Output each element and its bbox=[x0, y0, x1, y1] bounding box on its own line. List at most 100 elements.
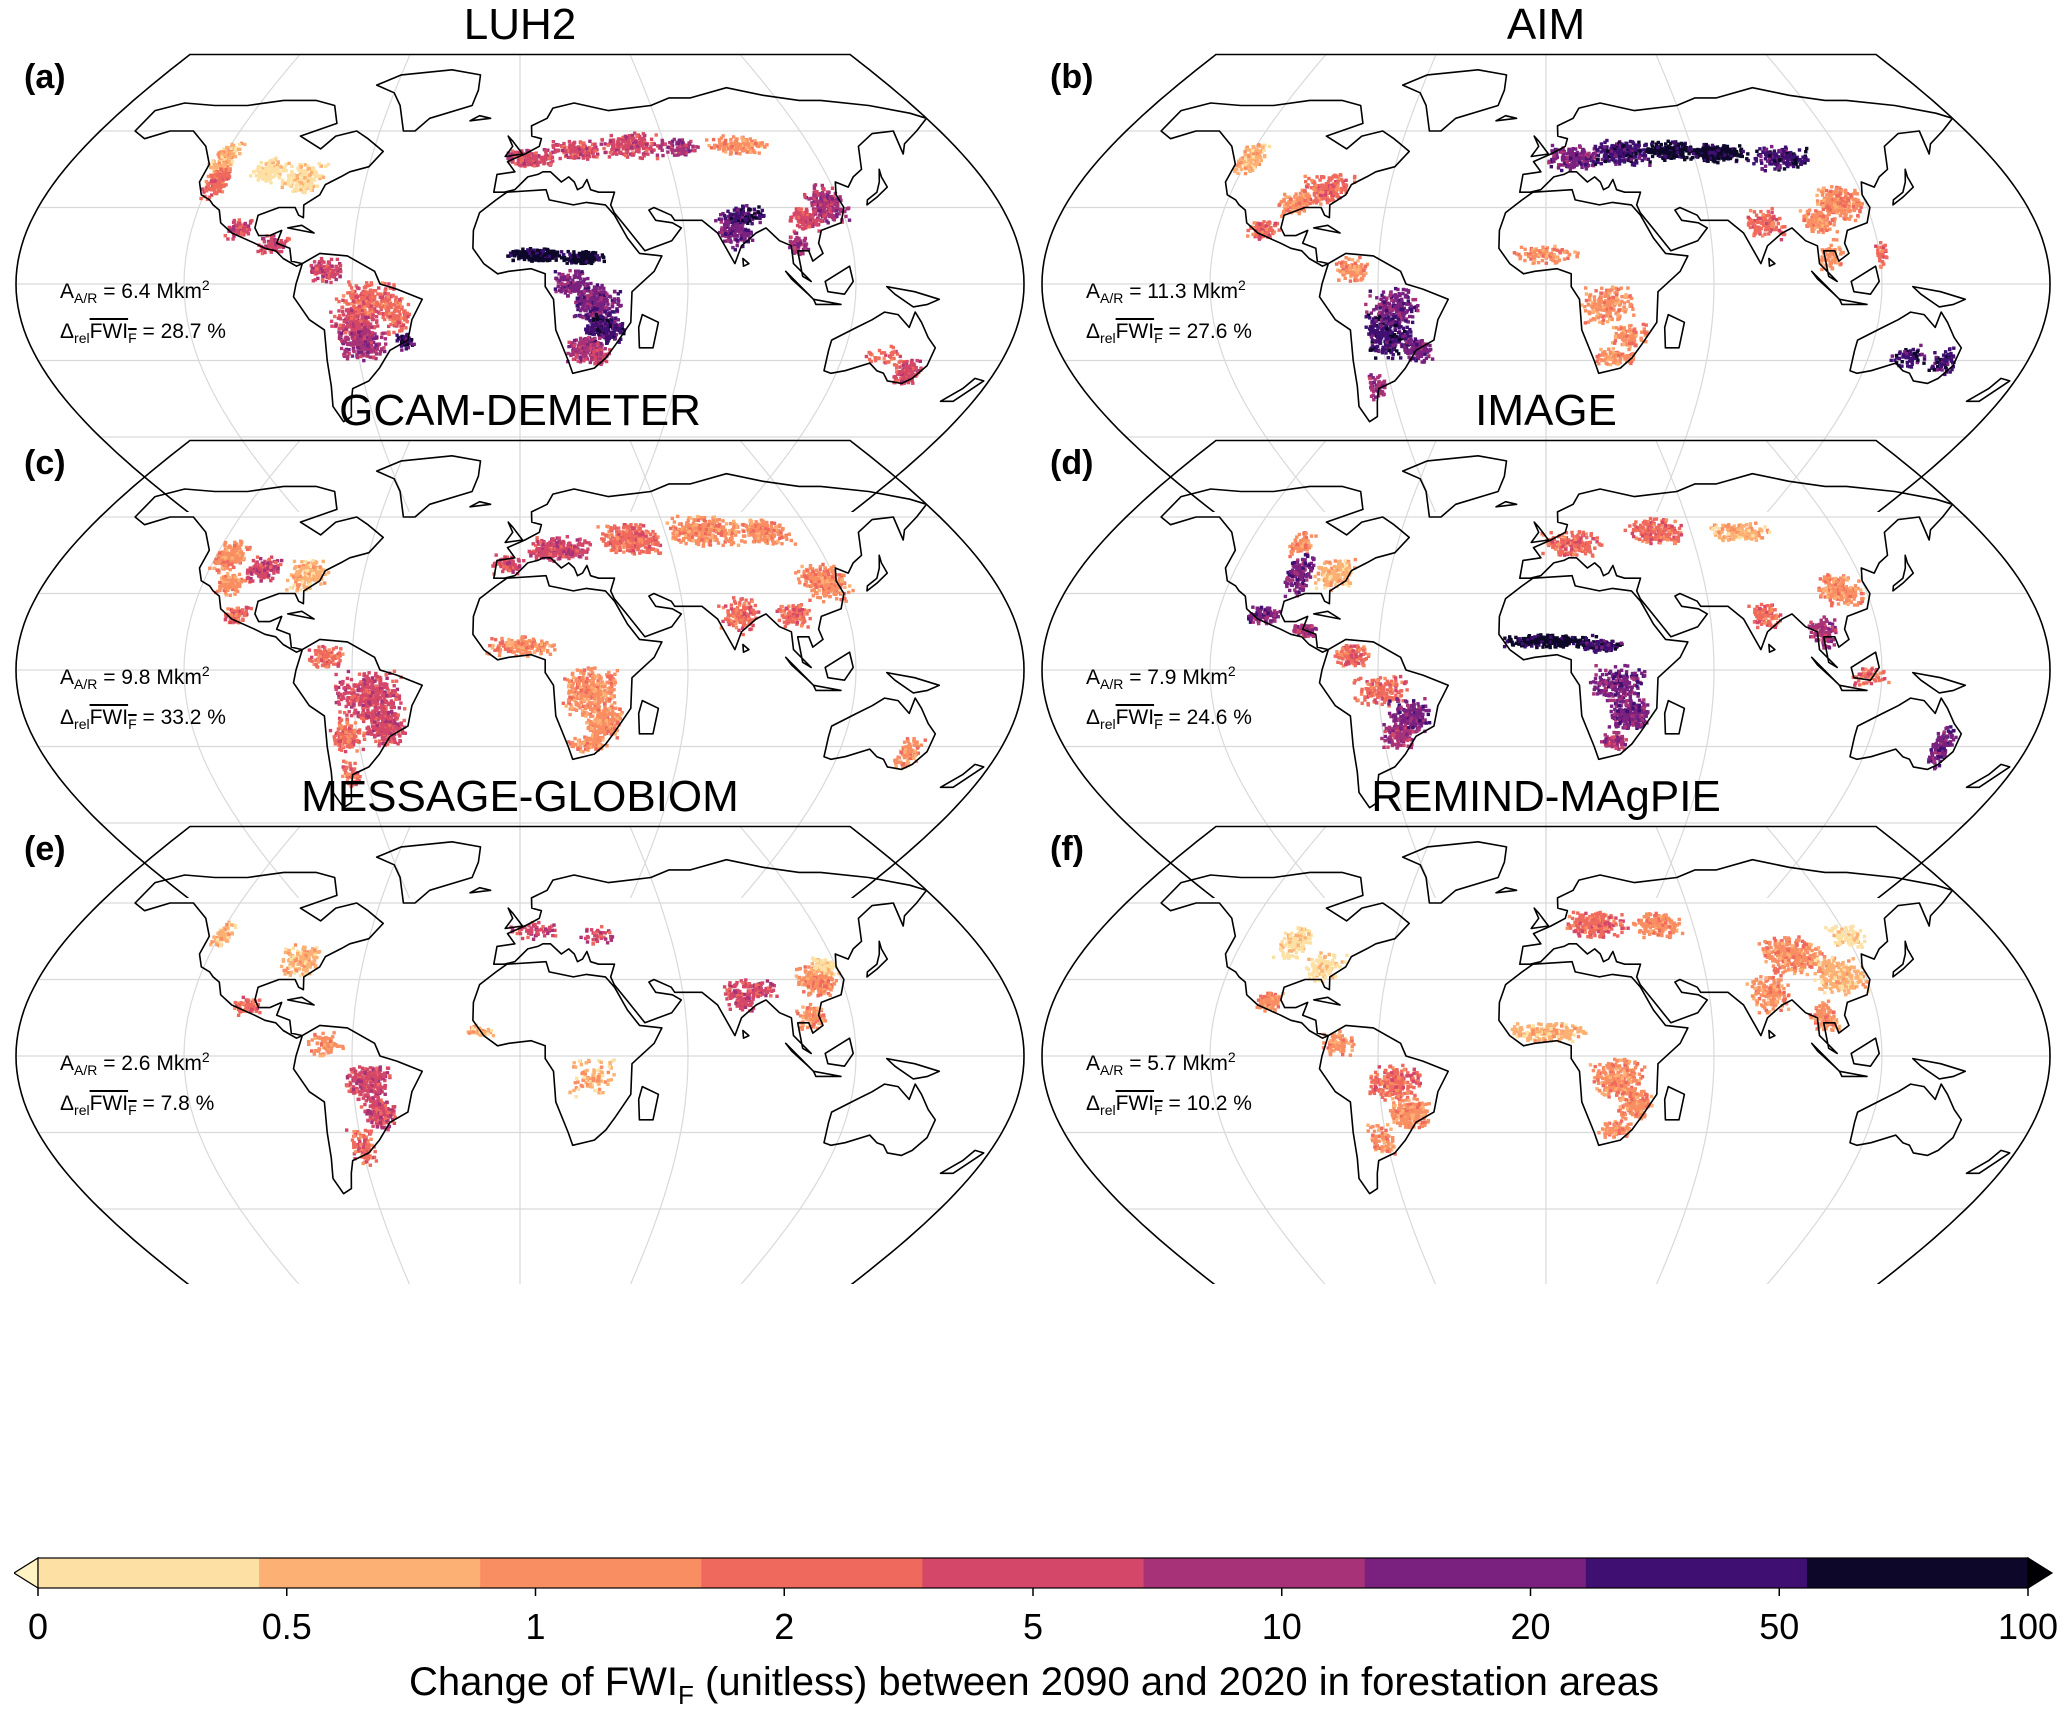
forestation-cell bbox=[816, 216, 820, 220]
forestation-cell bbox=[354, 326, 358, 330]
forestation-cell bbox=[1350, 263, 1354, 267]
forestation-cell bbox=[510, 149, 514, 153]
forestation-cell bbox=[522, 252, 526, 256]
forestation-cell bbox=[582, 289, 587, 293]
forestation-cell bbox=[1319, 202, 1323, 206]
forestation-cell bbox=[400, 327, 404, 331]
forestation-cell bbox=[868, 351, 873, 356]
forestation-cell bbox=[635, 134, 639, 138]
forestation-cell bbox=[889, 355, 893, 359]
forestation-cell bbox=[586, 327, 590, 331]
forestation-cell bbox=[1341, 270, 1346, 274]
forestation-cell bbox=[607, 313, 611, 317]
forestation-cell bbox=[1260, 228, 1264, 233]
forestation-cell bbox=[520, 149, 524, 153]
forestation-cell bbox=[512, 254, 517, 258]
forestation-cell bbox=[586, 315, 590, 319]
forestation-cell bbox=[360, 344, 364, 349]
forestation-cell bbox=[1347, 268, 1351, 273]
forestation-cell bbox=[1296, 207, 1300, 211]
forestation-cell bbox=[660, 142, 664, 147]
forestation-cell bbox=[826, 213, 831, 217]
forestation-cell bbox=[213, 179, 217, 183]
forestation-cell bbox=[1300, 202, 1305, 206]
forestation-cell bbox=[587, 331, 592, 336]
coastline bbox=[784, 270, 815, 301]
forestation-cell bbox=[723, 138, 728, 143]
forestation-cell bbox=[227, 226, 232, 231]
forestation-cell bbox=[270, 241, 275, 245]
forestation-cell bbox=[227, 168, 231, 172]
forestation-cell bbox=[364, 294, 369, 299]
forestation-cell bbox=[563, 149, 568, 153]
forestation-cell bbox=[811, 222, 815, 226]
forestation-cell bbox=[340, 326, 344, 330]
forestation-cell bbox=[303, 163, 308, 167]
forestation-cell bbox=[1285, 202, 1289, 206]
forestation-cell bbox=[823, 198, 827, 202]
forestation-cell bbox=[805, 212, 810, 217]
forestation-cell bbox=[758, 220, 762, 225]
forestation-cell bbox=[578, 298, 582, 302]
forestation-cell bbox=[555, 143, 560, 147]
forestation-cell bbox=[590, 356, 594, 360]
forestation-cell bbox=[598, 302, 602, 306]
forestation-cell bbox=[715, 144, 719, 148]
forestation-cell bbox=[338, 263, 343, 268]
forestation-cell bbox=[225, 165, 230, 169]
forestation-cell bbox=[229, 162, 233, 167]
forestation-cell bbox=[688, 149, 692, 153]
forestation-cell bbox=[867, 357, 872, 362]
forestation-cell bbox=[747, 213, 751, 217]
forestation-cell bbox=[238, 152, 242, 156]
forestation-cell bbox=[275, 163, 279, 167]
forestation-cell bbox=[1358, 255, 1362, 260]
forestation-cell bbox=[604, 299, 608, 304]
forestation-cell bbox=[638, 156, 642, 160]
forestation-cell bbox=[612, 297, 616, 301]
forestation-cell bbox=[1341, 267, 1345, 272]
forestation-cell bbox=[308, 188, 313, 192]
forestation-cell bbox=[542, 253, 547, 257]
forestation-cell bbox=[605, 327, 609, 332]
forestation-cell bbox=[748, 137, 753, 141]
forestation-cell bbox=[392, 310, 397, 314]
forestation-cell bbox=[610, 148, 614, 152]
forestation-cell bbox=[587, 293, 591, 298]
forestation-cell bbox=[1244, 155, 1248, 159]
forestation-cell bbox=[211, 177, 215, 181]
forestation-cell bbox=[797, 215, 801, 220]
forestation-cell bbox=[386, 294, 391, 299]
forestation-cell bbox=[600, 138, 604, 142]
forestation-cell bbox=[377, 342, 382, 346]
forestation-cell bbox=[370, 306, 374, 311]
forestation-cell bbox=[387, 312, 392, 316]
forestation-cell bbox=[1298, 195, 1303, 199]
forestation-cell bbox=[317, 262, 321, 266]
forestation-cell bbox=[404, 311, 408, 316]
forestation-cell bbox=[610, 298, 615, 303]
forestation-cell bbox=[577, 147, 581, 151]
forestation-cell bbox=[379, 292, 383, 296]
forestation-cell bbox=[631, 136, 635, 140]
forestation-cell bbox=[533, 160, 537, 164]
forestation-cell bbox=[263, 176, 268, 180]
forestation-cell bbox=[612, 332, 616, 336]
forestation-cell bbox=[1261, 234, 1265, 239]
forestation-cell bbox=[384, 302, 388, 306]
forestation-cell bbox=[206, 181, 210, 185]
forestation-cell bbox=[315, 270, 319, 275]
forestation-cell bbox=[677, 138, 682, 142]
forestation-cell bbox=[331, 268, 335, 272]
forestation-cell bbox=[682, 151, 686, 156]
forestation-cell bbox=[740, 144, 744, 148]
forestation-cell bbox=[538, 160, 542, 164]
forestation-cell bbox=[224, 168, 228, 172]
forestation-cell bbox=[631, 151, 635, 155]
forestation-cell bbox=[345, 357, 350, 361]
forestation-cell bbox=[366, 302, 371, 306]
forestation-cell bbox=[368, 296, 373, 300]
meridian-line bbox=[183, 54, 301, 512]
forestation-cell bbox=[795, 223, 800, 228]
forestation-cell bbox=[271, 160, 275, 165]
